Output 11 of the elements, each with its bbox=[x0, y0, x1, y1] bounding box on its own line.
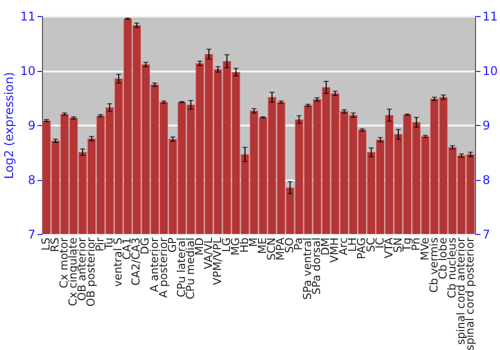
y-axis-title: Log2 (expression) bbox=[2, 72, 16, 179]
y-tick-label: 9 bbox=[28, 118, 36, 132]
y-tick-label: 7 bbox=[28, 228, 36, 242]
y2-tick-label: 9 bbox=[482, 118, 490, 132]
y-tick-label: 8 bbox=[28, 173, 36, 187]
y2-tick-label: 7 bbox=[482, 228, 490, 242]
y2-tick-label: 11 bbox=[482, 10, 498, 24]
y2-tick-label: 8 bbox=[482, 173, 490, 187]
y-tick-label: 10 bbox=[20, 64, 36, 78]
y2-tick-label: 10 bbox=[482, 64, 498, 78]
y-tick-label: 11 bbox=[20, 10, 36, 24]
